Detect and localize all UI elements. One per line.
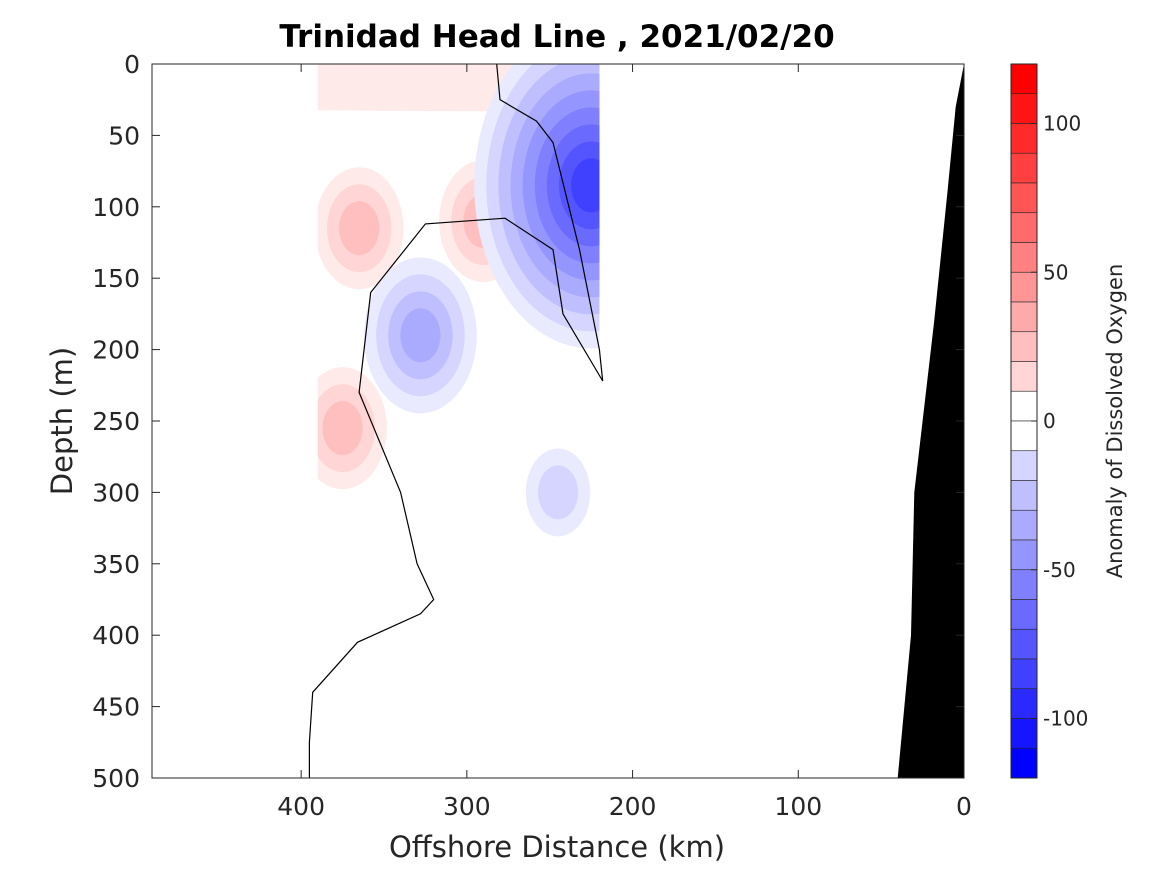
anomaly-band (400, 308, 441, 363)
colorbar-tick-label: -100 (1043, 707, 1088, 731)
anomaly-field (317, 64, 600, 778)
colorbar-bin (1010, 301, 1038, 333)
colorbar-bin (1010, 450, 1038, 481)
colorbar-bin (1010, 152, 1038, 184)
zero-contour-line (308, 63, 604, 778)
colorbar-bin (1010, 688, 1038, 719)
colorbar-tick-label: 100 (1043, 112, 1081, 136)
y-tick-label: 150 (92, 264, 140, 293)
colorbar-bin (1010, 271, 1038, 303)
colorbar-bin (1010, 390, 1038, 422)
anomaly-band (571, 158, 600, 213)
y-tick-label: 450 (92, 693, 140, 722)
y-tick-label: 350 (92, 550, 140, 579)
x-axis-label: Offshore Distance (km) (389, 830, 725, 864)
y-tick-label: 200 (92, 336, 140, 365)
x-axis: 400 300 200 100 0 (277, 64, 972, 821)
x-tick-label: 200 (609, 792, 657, 821)
y-tick-label: 250 (92, 407, 140, 436)
anomaly-band (339, 201, 380, 256)
chart-title: Trinidad Head Line , 2021/02/20 (279, 19, 834, 55)
x-tick-label: 300 (443, 792, 491, 821)
x-tick-label: 100 (774, 792, 822, 821)
colorbar-tick-label: 50 (1043, 260, 1068, 284)
y-tick-label: 300 (92, 478, 140, 507)
y-axis-label: Depth (m) (45, 347, 79, 495)
anomaly-band (322, 401, 363, 456)
x-tick-label: 400 (277, 792, 325, 821)
colorbar-bin (1010, 539, 1038, 571)
colorbar-bin (1010, 123, 1038, 154)
y-tick-label: 50 (108, 121, 140, 150)
colorbar: 100 50 0 -50 -100 (1010, 63, 1088, 779)
y-tick-label: 0 (124, 50, 140, 79)
y-tick-label: 500 (92, 764, 140, 793)
bathymetry (897, 64, 964, 778)
colorbar-bin (1010, 747, 1038, 779)
colorbar-label: Anomaly of Dissolved Oxygen (1103, 264, 1127, 579)
x-tick-label: 0 (956, 792, 972, 821)
colorbar-bin (1010, 569, 1038, 600)
colorbar-bin (1010, 331, 1038, 362)
colorbar-tick-label: 0 (1043, 409, 1056, 433)
colorbar-bin (1010, 182, 1038, 214)
y-tick-label: 400 (92, 621, 140, 650)
y-tick-label: 100 (92, 193, 140, 222)
colorbar-bin (1010, 509, 1038, 541)
colorbar-bin (1010, 628, 1038, 660)
colorbar-bin (1010, 361, 1038, 392)
colorbar-bin (1010, 480, 1038, 511)
colorbar-bin (1010, 93, 1038, 124)
colorbar-bin (1010, 718, 1038, 749)
colorbar-bin (1010, 242, 1038, 273)
anomaly-band (537, 465, 579, 520)
y-axis: 0 50 100 150 200 250 300 350 400 450 500 (92, 50, 964, 793)
colorbar-bin (1010, 63, 1038, 95)
colorbar-bin (1010, 420, 1038, 452)
colorbar-bin (1010, 599, 1038, 630)
colorbar-bin (1010, 658, 1038, 690)
colorbar-tick-label: -50 (1043, 558, 1076, 582)
colorbar-bin (1010, 212, 1038, 243)
plot-area (151, 63, 965, 779)
